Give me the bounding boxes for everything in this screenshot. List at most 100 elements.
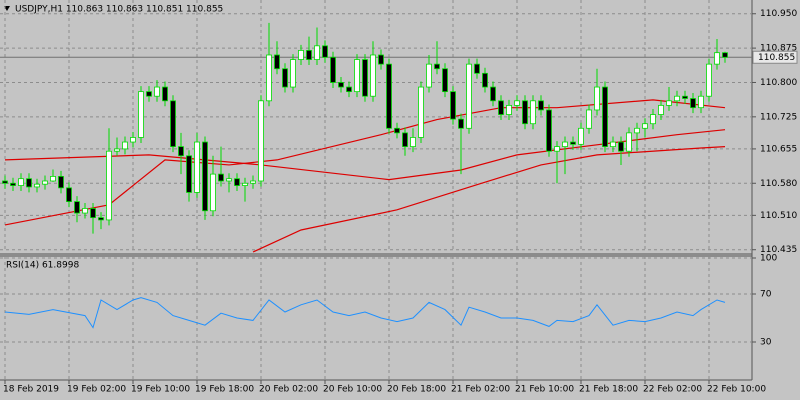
- candle-body: [666, 100, 672, 106]
- candle-body: [90, 208, 96, 219]
- candle-body: [482, 72, 488, 88]
- candle-body: [650, 114, 656, 125]
- candle-body: [674, 95, 680, 102]
- candle-body: [346, 86, 352, 93]
- candle-body: [642, 123, 648, 129]
- x-tick-label: 19 Feb 02:00: [67, 385, 126, 395]
- candle-body: [306, 50, 312, 60]
- candle-body: [154, 86, 160, 97]
- x-tick-label: 18 Feb 2019: [3, 385, 59, 395]
- candle-body: [498, 100, 504, 115]
- candle-body: [370, 54, 376, 97]
- y-tick-label: 110.875: [760, 44, 797, 54]
- candle-body: [146, 91, 152, 97]
- candle-body: [74, 201, 80, 214]
- candle-body: [314, 45, 320, 60]
- current-price-label: 110.855: [758, 53, 795, 63]
- candle-body: [394, 127, 400, 134]
- candle-body: [322, 45, 328, 58]
- candle-body: [226, 178, 232, 182]
- candle-body: [418, 86, 424, 138]
- candle-body: [18, 178, 24, 186]
- candle-body: [170, 100, 176, 148]
- y-tick-label: 70: [760, 290, 772, 300]
- candle-body: [706, 63, 712, 97]
- x-tick-label: 20 Feb 02:00: [259, 385, 318, 395]
- candle-body: [506, 104, 512, 115]
- candle-body: [594, 86, 600, 111]
- candle-body: [570, 141, 576, 145]
- candle-body: [490, 86, 496, 102]
- moving-average: [252, 146, 726, 253]
- candle-body: [26, 178, 32, 188]
- candle-body: [130, 137, 136, 143]
- candle-body: [362, 59, 368, 97]
- candle-body: [10, 182, 16, 186]
- y-tick-label: 110.580: [760, 179, 797, 189]
- current-price-box: [752, 50, 798, 64]
- candle-body: [698, 95, 704, 109]
- x-tick-label: 22 Feb 10:00: [707, 385, 766, 395]
- candle-body: [234, 178, 240, 186]
- candle-body: [466, 63, 472, 129]
- candle-body: [354, 59, 360, 93]
- candle-body: [602, 86, 608, 148]
- candle-body: [194, 141, 200, 193]
- y-tick-label: 110.435: [760, 245, 797, 255]
- candle-body: [290, 59, 296, 88]
- x-tick-label: 21 Feb 02:00: [451, 385, 510, 395]
- candle-body: [722, 52, 728, 58]
- x-tick-label: 19 Feb 18:00: [195, 385, 254, 395]
- candle-body: [162, 86, 168, 102]
- x-tick-label: 21 Feb 18:00: [579, 385, 638, 395]
- candle-body: [42, 180, 48, 185]
- candle-body: [682, 95, 688, 99]
- x-tick-label: 20 Feb 18:00: [387, 385, 446, 395]
- candle-body: [442, 68, 448, 93]
- candle-body: [410, 137, 416, 148]
- candle-body: [202, 141, 208, 212]
- y-tick-label: 110.510: [760, 211, 797, 221]
- indicator-title: RSI(14) 61.8998: [6, 261, 79, 271]
- candle-body: [690, 98, 696, 109]
- chart-title: USDJPY,H1 110.863 110.863 110.851 110.85…: [15, 5, 223, 15]
- candle-body: [66, 187, 72, 202]
- x-tick-label: 22 Feb 02:00: [643, 385, 702, 395]
- candle-body: [106, 150, 112, 221]
- candle-body: [114, 148, 120, 152]
- candle-body: [578, 127, 584, 145]
- candle-body: [298, 50, 304, 60]
- candle-body: [538, 100, 544, 111]
- candle-body: [554, 146, 560, 152]
- candle-body: [178, 146, 184, 157]
- candle-body: [122, 141, 128, 150]
- y-tick-label: 110.655: [760, 144, 797, 154]
- y-tick-label: 110.800: [760, 78, 797, 88]
- candle-body: [186, 155, 192, 193]
- y-tick-label: 100: [760, 254, 777, 264]
- y-tick-label: 110.950: [760, 9, 797, 19]
- candle-body: [378, 54, 384, 65]
- candle-body: [250, 180, 256, 184]
- candle-body: [34, 183, 40, 188]
- candle-body: [242, 182, 248, 186]
- candle-body: [546, 109, 552, 152]
- candle-body: [610, 141, 616, 148]
- candle-body: [218, 173, 224, 182]
- candle-body: [2, 180, 8, 184]
- candle-body: [618, 141, 624, 152]
- candle-body: [58, 175, 64, 189]
- candle-body: [450, 91, 456, 120]
- candle-body: [282, 68, 288, 88]
- y-tick-label: 30: [760, 338, 772, 348]
- candle-body: [586, 109, 592, 129]
- x-tick-label: 19 Feb 10:00: [131, 385, 190, 395]
- candle-body: [426, 63, 432, 88]
- candle-body: [514, 100, 520, 106]
- candle-body: [338, 82, 344, 88]
- y-tick-label: 110.725: [760, 112, 797, 122]
- candle-body: [266, 54, 272, 102]
- candle-body: [714, 52, 720, 65]
